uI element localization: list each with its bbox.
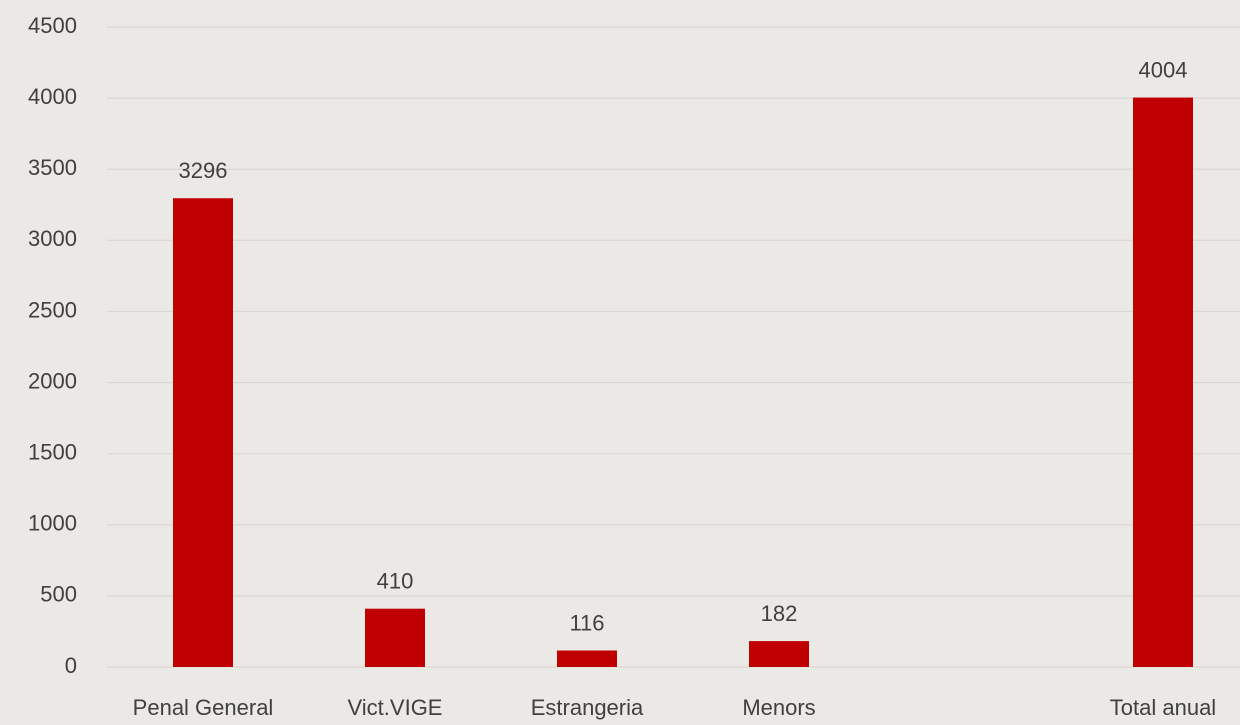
bar [749, 641, 809, 667]
y-tick-label: 3500 [28, 155, 77, 180]
bar [1133, 97, 1193, 667]
bar [173, 198, 233, 668]
data-label: 116 [569, 610, 604, 635]
x-tick-label: Vict.VIGE [348, 695, 443, 720]
y-tick-label: 0 [65, 653, 77, 678]
y-tick-label: 3000 [28, 226, 77, 251]
y-tick-label: 500 [40, 582, 77, 607]
bar [365, 608, 425, 667]
y-tick-label: 1000 [28, 511, 77, 536]
y-tick-label: 4000 [28, 84, 77, 109]
y-tick-label: 4500 [28, 13, 77, 38]
x-tick-label: Total anual [1110, 695, 1216, 720]
x-tick-label: Estrangeria [531, 695, 644, 720]
y-tick-label: 2000 [28, 368, 77, 393]
x-tick-label: Penal General [133, 695, 274, 720]
bar [557, 650, 617, 667]
y-tick-label: 1500 [28, 439, 77, 464]
data-label: 182 [761, 601, 798, 626]
data-label: 4004 [1139, 57, 1188, 82]
data-label: 410 [377, 569, 414, 594]
y-tick-label: 2500 [28, 297, 77, 322]
data-label: 3296 [179, 158, 228, 183]
x-tick-label: Menors [742, 695, 815, 720]
